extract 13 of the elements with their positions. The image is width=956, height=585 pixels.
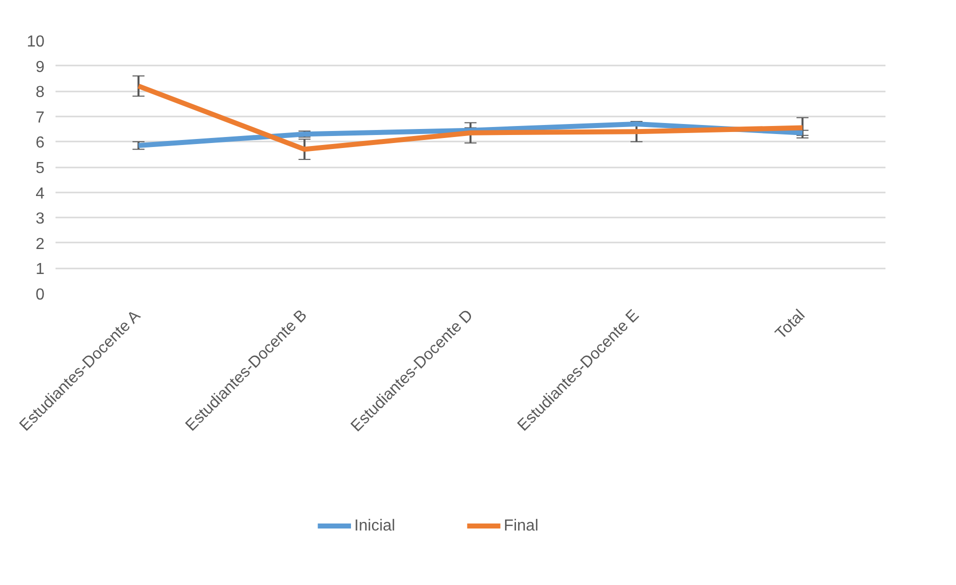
y-tick-label: 2 bbox=[36, 236, 45, 253]
y-tick-label: 1 bbox=[36, 261, 45, 278]
y-tick-label: 7 bbox=[36, 109, 45, 126]
legend-label: Final bbox=[504, 518, 538, 534]
y-tick-label: 8 bbox=[36, 84, 45, 102]
y-tick-label: 5 bbox=[36, 160, 45, 177]
legend-label: Inicial bbox=[354, 518, 396, 534]
y-tick-label: 10 bbox=[26, 34, 45, 50]
y-tick-label: 3 bbox=[36, 210, 45, 228]
y-tick-label: 4 bbox=[36, 185, 45, 202]
y-tick-label: 0 bbox=[36, 286, 45, 304]
y-tick-label: 6 bbox=[36, 134, 45, 152]
y-tick-label: 9 bbox=[36, 58, 45, 76]
